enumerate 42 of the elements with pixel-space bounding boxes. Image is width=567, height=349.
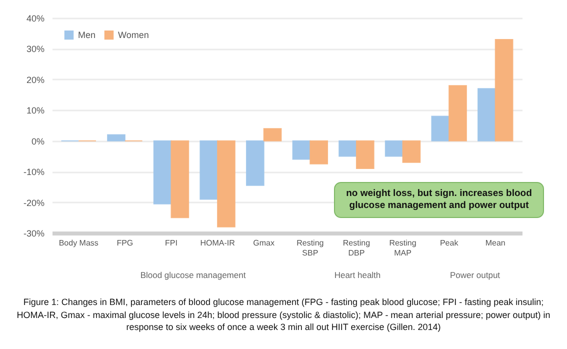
bar <box>478 88 496 142</box>
y-tick-label: 30% <box>26 44 44 54</box>
y-tick-label: -20% <box>23 198 44 208</box>
bar <box>338 140 357 157</box>
y-tick-label: 40% <box>26 14 44 24</box>
legend-label: Men <box>78 30 96 40</box>
x-tick-label: Resting DBP <box>342 238 370 258</box>
caption: Figure 1: Changes in BMI, parameters of blood glucose management (FPG - fasting peak blood glucose; FPI - fasting peak insulin; HOMA-IR, Gmax - maximal glucose levels in 24h; blood pressure (systolic & diastolic); MAP - mean arterial pressure; power output) in response to six weeks of once a week 3 min all out HIIT exercise (Gillen. 2014) <box>16 296 552 334</box>
legend-label: Women <box>118 30 149 40</box>
bar <box>292 140 311 160</box>
x-tick-label: Mean <box>485 238 506 248</box>
bar <box>153 140 172 204</box>
x-tick-label: Resting SBP <box>296 238 324 258</box>
x-tick-label: FPG <box>116 238 134 248</box>
bar <box>170 140 190 218</box>
y-tick-label: 0% <box>31 136 44 146</box>
bar <box>107 134 126 142</box>
x-tick-label: Gmax <box>253 238 275 248</box>
bar <box>246 140 264 186</box>
note-box: no weight loss, but sign. increases blood glucose management and power output <box>334 182 544 218</box>
bar <box>310 140 328 164</box>
bar <box>263 128 282 142</box>
text: Power output <box>450 270 500 280</box>
bar <box>431 116 450 142</box>
x-tick-label: FPI <box>165 238 178 248</box>
text: Heart health <box>334 270 381 280</box>
bar <box>402 140 421 163</box>
bar <box>217 140 236 228</box>
y-tick-label: 10% <box>26 106 44 116</box>
bar <box>200 140 218 200</box>
x-tick-label: Body Mass <box>58 238 98 248</box>
bar <box>494 39 514 142</box>
text: Blood glucose management <box>140 270 246 280</box>
y-tick-label: 20% <box>26 74 44 85</box>
x-tick-label: Peak <box>440 238 460 248</box>
x-tick-label: Resting MAP <box>389 238 416 258</box>
y-tick-label: -10% <box>23 167 44 178</box>
bar <box>448 85 467 142</box>
bar <box>356 140 374 169</box>
bar <box>384 140 404 157</box>
x-tick-label: HOMA-IR <box>200 238 236 248</box>
y-tick-label: -30% <box>23 228 44 238</box>
